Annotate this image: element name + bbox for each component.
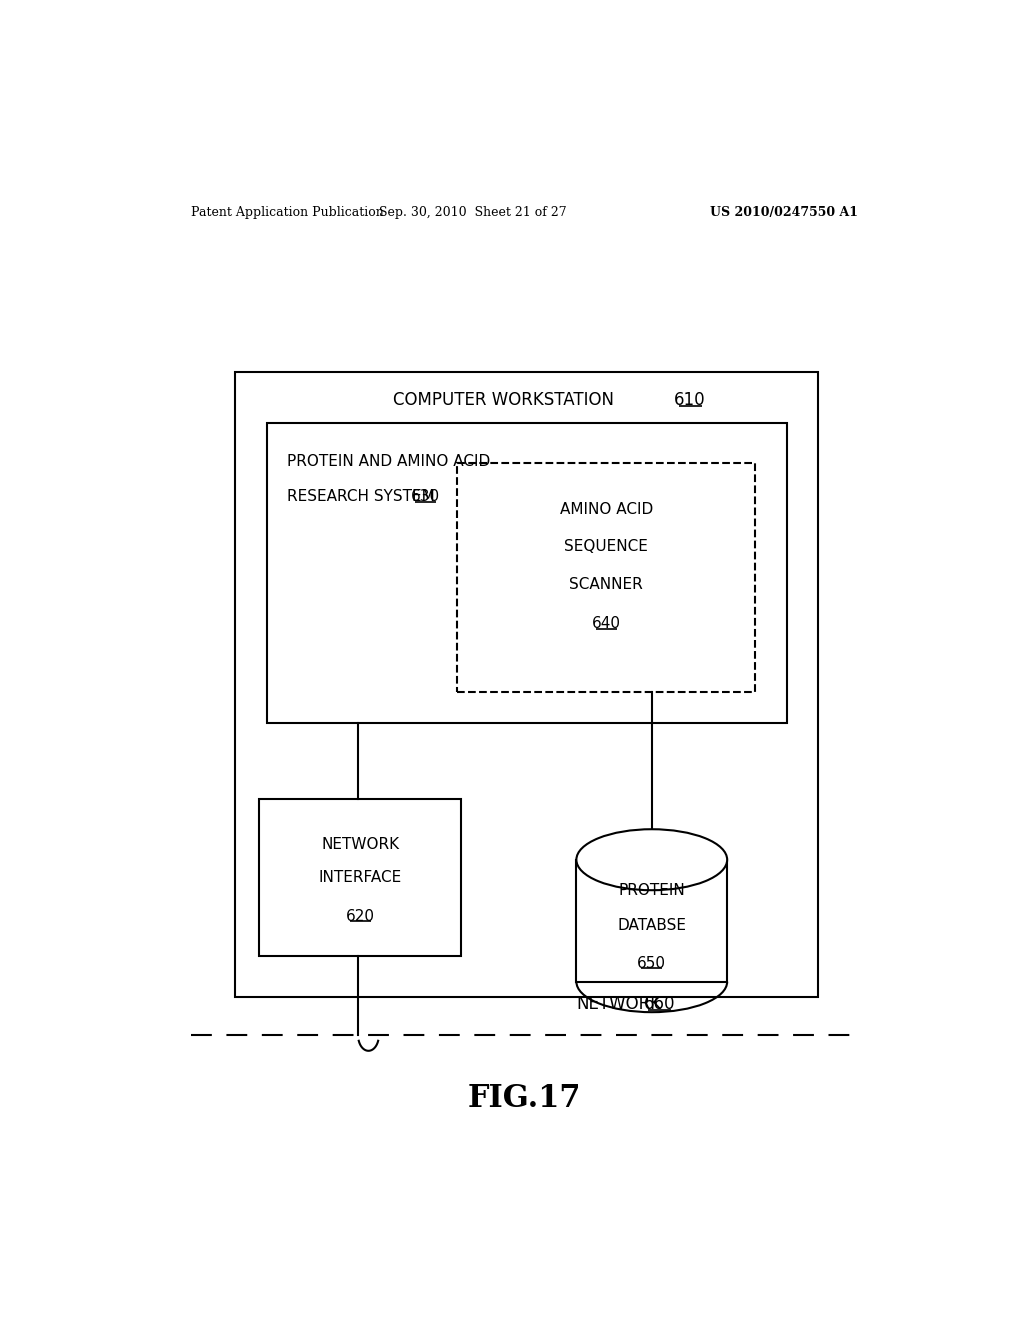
Text: Sep. 30, 2010  Sheet 21 of 27: Sep. 30, 2010 Sheet 21 of 27 bbox=[380, 206, 567, 219]
Bar bbox=[577, 859, 727, 982]
Text: NETWORK: NETWORK bbox=[577, 995, 662, 1012]
Text: DATABSE: DATABSE bbox=[617, 919, 686, 933]
Text: US 2010/0247550 A1: US 2010/0247550 A1 bbox=[710, 206, 858, 219]
Text: COMPUTER WORKSTATION: COMPUTER WORKSTATION bbox=[393, 391, 614, 409]
Ellipse shape bbox=[577, 829, 727, 890]
Bar bbox=[458, 463, 755, 692]
Text: 620: 620 bbox=[346, 908, 375, 924]
Text: SEQUENCE: SEQUENCE bbox=[564, 539, 648, 554]
Text: 640: 640 bbox=[592, 616, 621, 631]
Text: 660: 660 bbox=[644, 995, 676, 1012]
Text: INTERFACE: INTERFACE bbox=[318, 870, 401, 884]
Text: AMINO ACID: AMINO ACID bbox=[559, 502, 652, 516]
Text: SCANNER: SCANNER bbox=[569, 577, 643, 591]
Text: PROTEIN: PROTEIN bbox=[618, 883, 685, 898]
Text: 650: 650 bbox=[637, 956, 667, 972]
Bar bbox=[267, 422, 786, 722]
Text: PROTEIN AND AMINO ACID: PROTEIN AND AMINO ACID bbox=[287, 454, 489, 469]
Text: 610: 610 bbox=[674, 391, 706, 409]
Bar bbox=[236, 372, 818, 997]
Bar bbox=[259, 799, 461, 956]
Text: NETWORK: NETWORK bbox=[322, 837, 399, 853]
Text: 630: 630 bbox=[411, 490, 440, 504]
Text: RESEARCH SYSTEM: RESEARCH SYSTEM bbox=[287, 490, 434, 504]
Text: FIG.17: FIG.17 bbox=[468, 1084, 582, 1114]
Text: Patent Application Publication: Patent Application Publication bbox=[191, 206, 384, 219]
